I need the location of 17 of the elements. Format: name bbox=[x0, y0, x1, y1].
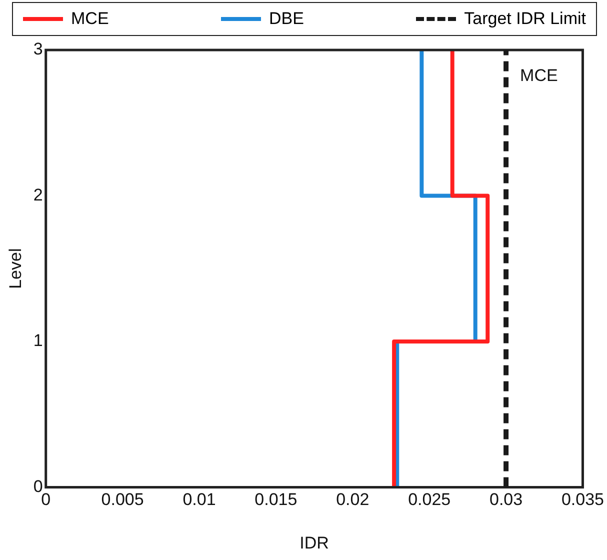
legend-label: DBE bbox=[268, 9, 304, 29]
y-axis-title: Level bbox=[6, 248, 25, 289]
x-tick-label: 0.035 bbox=[561, 490, 604, 510]
text: Target IDR Limit bbox=[464, 9, 586, 29]
y-tick-label: 0 bbox=[33, 476, 43, 496]
ref-line-label: MCE bbox=[520, 66, 558, 86]
y-tick-label: 1 bbox=[33, 331, 43, 350]
x-tick-label: 0.02 bbox=[336, 490, 370, 510]
x-tick-label: 0.01 bbox=[182, 490, 216, 510]
x-tick-label: 0.03 bbox=[489, 490, 523, 510]
x-tick-label: 0.025 bbox=[408, 490, 451, 510]
x-tick-label: 0.005 bbox=[101, 490, 144, 510]
x-tick-label: 0.015 bbox=[254, 490, 298, 510]
y-tick-label: 3 bbox=[33, 40, 43, 59]
x-axis-title: IDR bbox=[300, 533, 329, 552]
legend-label: MCE bbox=[71, 9, 109, 29]
y-tick-label: 2 bbox=[33, 185, 43, 204]
